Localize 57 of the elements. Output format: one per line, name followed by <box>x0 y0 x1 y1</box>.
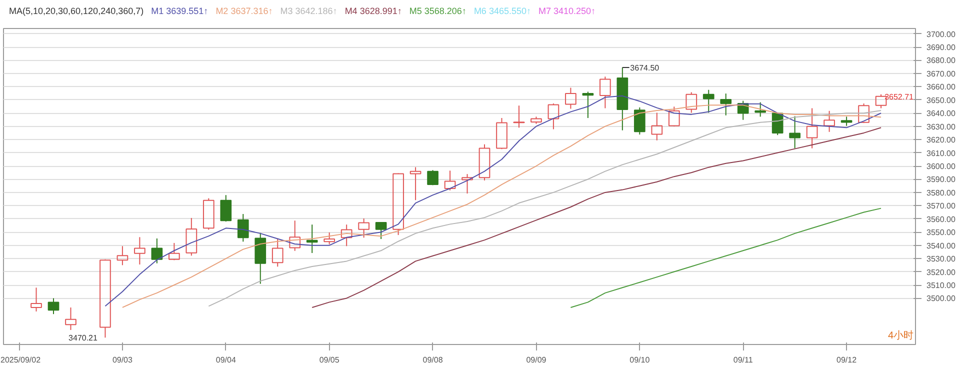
x-tick-label: 09/04 <box>216 356 236 364</box>
candlestick <box>410 166 422 201</box>
candlestick <box>289 220 301 252</box>
y-tick-label: 3670.00 <box>926 69 956 78</box>
x-tick-label: 2025/09/02 <box>0 356 42 364</box>
annotation: 3470.21 <box>68 334 98 343</box>
y-tick-label: 3540.00 <box>926 241 956 250</box>
legend-label: M7 3410.250↑ <box>538 6 596 16</box>
y-tick-label: 3640.00 <box>926 109 956 118</box>
line-series <box>312 127 882 308</box>
line-series <box>570 208 882 308</box>
y-tick-label: 3590.00 <box>926 175 956 184</box>
text: M4 3628.991↑ <box>344 6 402 16</box>
y-tick-label: 3620.00 <box>926 136 956 145</box>
x-tick-label: 09/08 <box>422 356 444 364</box>
x-tick-label: 09/12 <box>836 356 858 364</box>
y-tick-label: 3610.00 <box>926 148 956 158</box>
y-tick-label: 3660.00 <box>926 82 956 92</box>
y-tick-label: 3580.00 <box>926 188 956 198</box>
x-tick-label: 09/09 <box>526 356 547 364</box>
text: M2 3637.316↑ <box>216 6 273 16</box>
x-tick-label: 09/11 <box>733 356 754 364</box>
y-tick-label: 3550.00 <box>926 228 956 238</box>
candlestick <box>134 236 146 266</box>
y-tick-label: 3700.00 <box>926 30 956 39</box>
candlestick <box>513 105 525 128</box>
y-tick-label: 3650.00 <box>926 96 956 105</box>
text: M1 3639.551↑ <box>151 6 208 16</box>
annotation: 4小时 <box>888 330 914 342</box>
annotation: 3652.71 <box>884 92 914 102</box>
y-tick-label: 3500.00 <box>926 294 956 304</box>
y-tick-label: 3680.00 <box>926 56 956 66</box>
y-tick-label: 3690.00 <box>926 43 956 52</box>
y-tick-label: 3510.00 <box>926 281 956 290</box>
x-tick-label: 09/10 <box>630 356 650 364</box>
y-tick-label: 3630.00 <box>926 122 956 132</box>
candlestick <box>806 108 818 149</box>
candlestick <box>116 246 128 266</box>
candlestick <box>651 112 663 141</box>
candlestick <box>720 93 732 116</box>
legend-title: MA(5,10,20,30,60,120,240,360,7) <box>9 6 144 16</box>
text: M5 3568.206↑ <box>409 6 466 16</box>
x-tick-label: 09/03 <box>112 356 134 364</box>
y-tick-label: 3530.00 <box>926 254 956 264</box>
candlestick <box>616 67 628 131</box>
y-tick-label: 3560.00 <box>926 214 956 224</box>
x-tick-label: 09/05 <box>319 356 340 364</box>
candlestick <box>306 224 318 254</box>
y-tick-label: 3600.00 <box>926 162 956 172</box>
candlestick <box>600 76 611 109</box>
text: M3 3642.186↑ <box>280 6 338 16</box>
y-tick-label: 3520.00 <box>926 268 956 277</box>
candlestick <box>789 116 800 149</box>
legend-label: M6 3465.550↑ <box>474 6 531 16</box>
candlestick <box>65 306 76 330</box>
annotation: 3674.50 <box>630 64 660 73</box>
y-tick-label: 3570.00 <box>926 202 956 211</box>
